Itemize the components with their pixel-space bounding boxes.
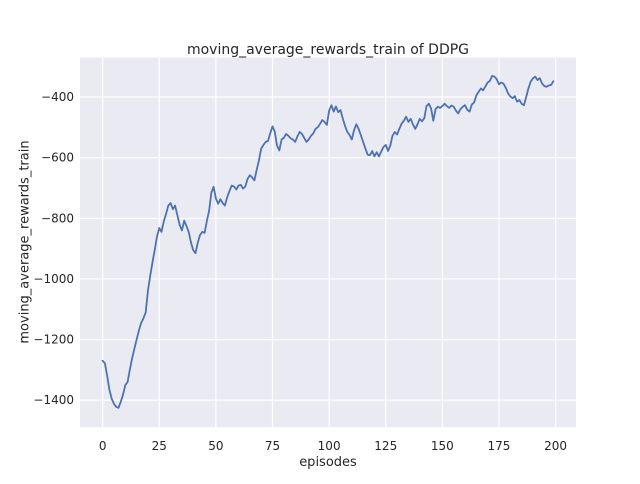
x-tick-label: 200 <box>544 439 567 453</box>
y-axis-label: moving_average_rewards_train <box>17 140 33 344</box>
x-tick-label: 25 <box>152 439 167 453</box>
chart-title: moving_average_rewards_train of DDPG <box>186 42 470 58</box>
y-tick-label: −400 <box>41 90 74 104</box>
y-tick-label: −1400 <box>33 393 74 407</box>
x-axis-label: episodes <box>299 455 357 470</box>
x-tick-label: 0 <box>99 439 107 453</box>
y-tick-label: −800 <box>41 211 74 225</box>
gridlines <box>80 57 576 428</box>
reward-line-series <box>101 74 555 409</box>
x-tick-label: 50 <box>208 439 223 453</box>
series-lines <box>101 74 555 409</box>
y-tick-label: −600 <box>41 151 74 165</box>
x-tick-label: 150 <box>431 439 454 453</box>
y-tick-labels: −400 −600 −800 −1000 −1200 −1400 <box>33 90 74 407</box>
x-tick-labels: 0 25 50 75 100 125 150 175 200 <box>99 439 567 453</box>
x-tick-label: 125 <box>374 439 397 453</box>
x-tick-label: 75 <box>265 439 280 453</box>
x-tick-label: 100 <box>318 439 341 453</box>
x-tick-label: 175 <box>488 439 511 453</box>
y-tick-label: −1000 <box>33 272 74 286</box>
y-tick-label: −1200 <box>33 333 74 347</box>
